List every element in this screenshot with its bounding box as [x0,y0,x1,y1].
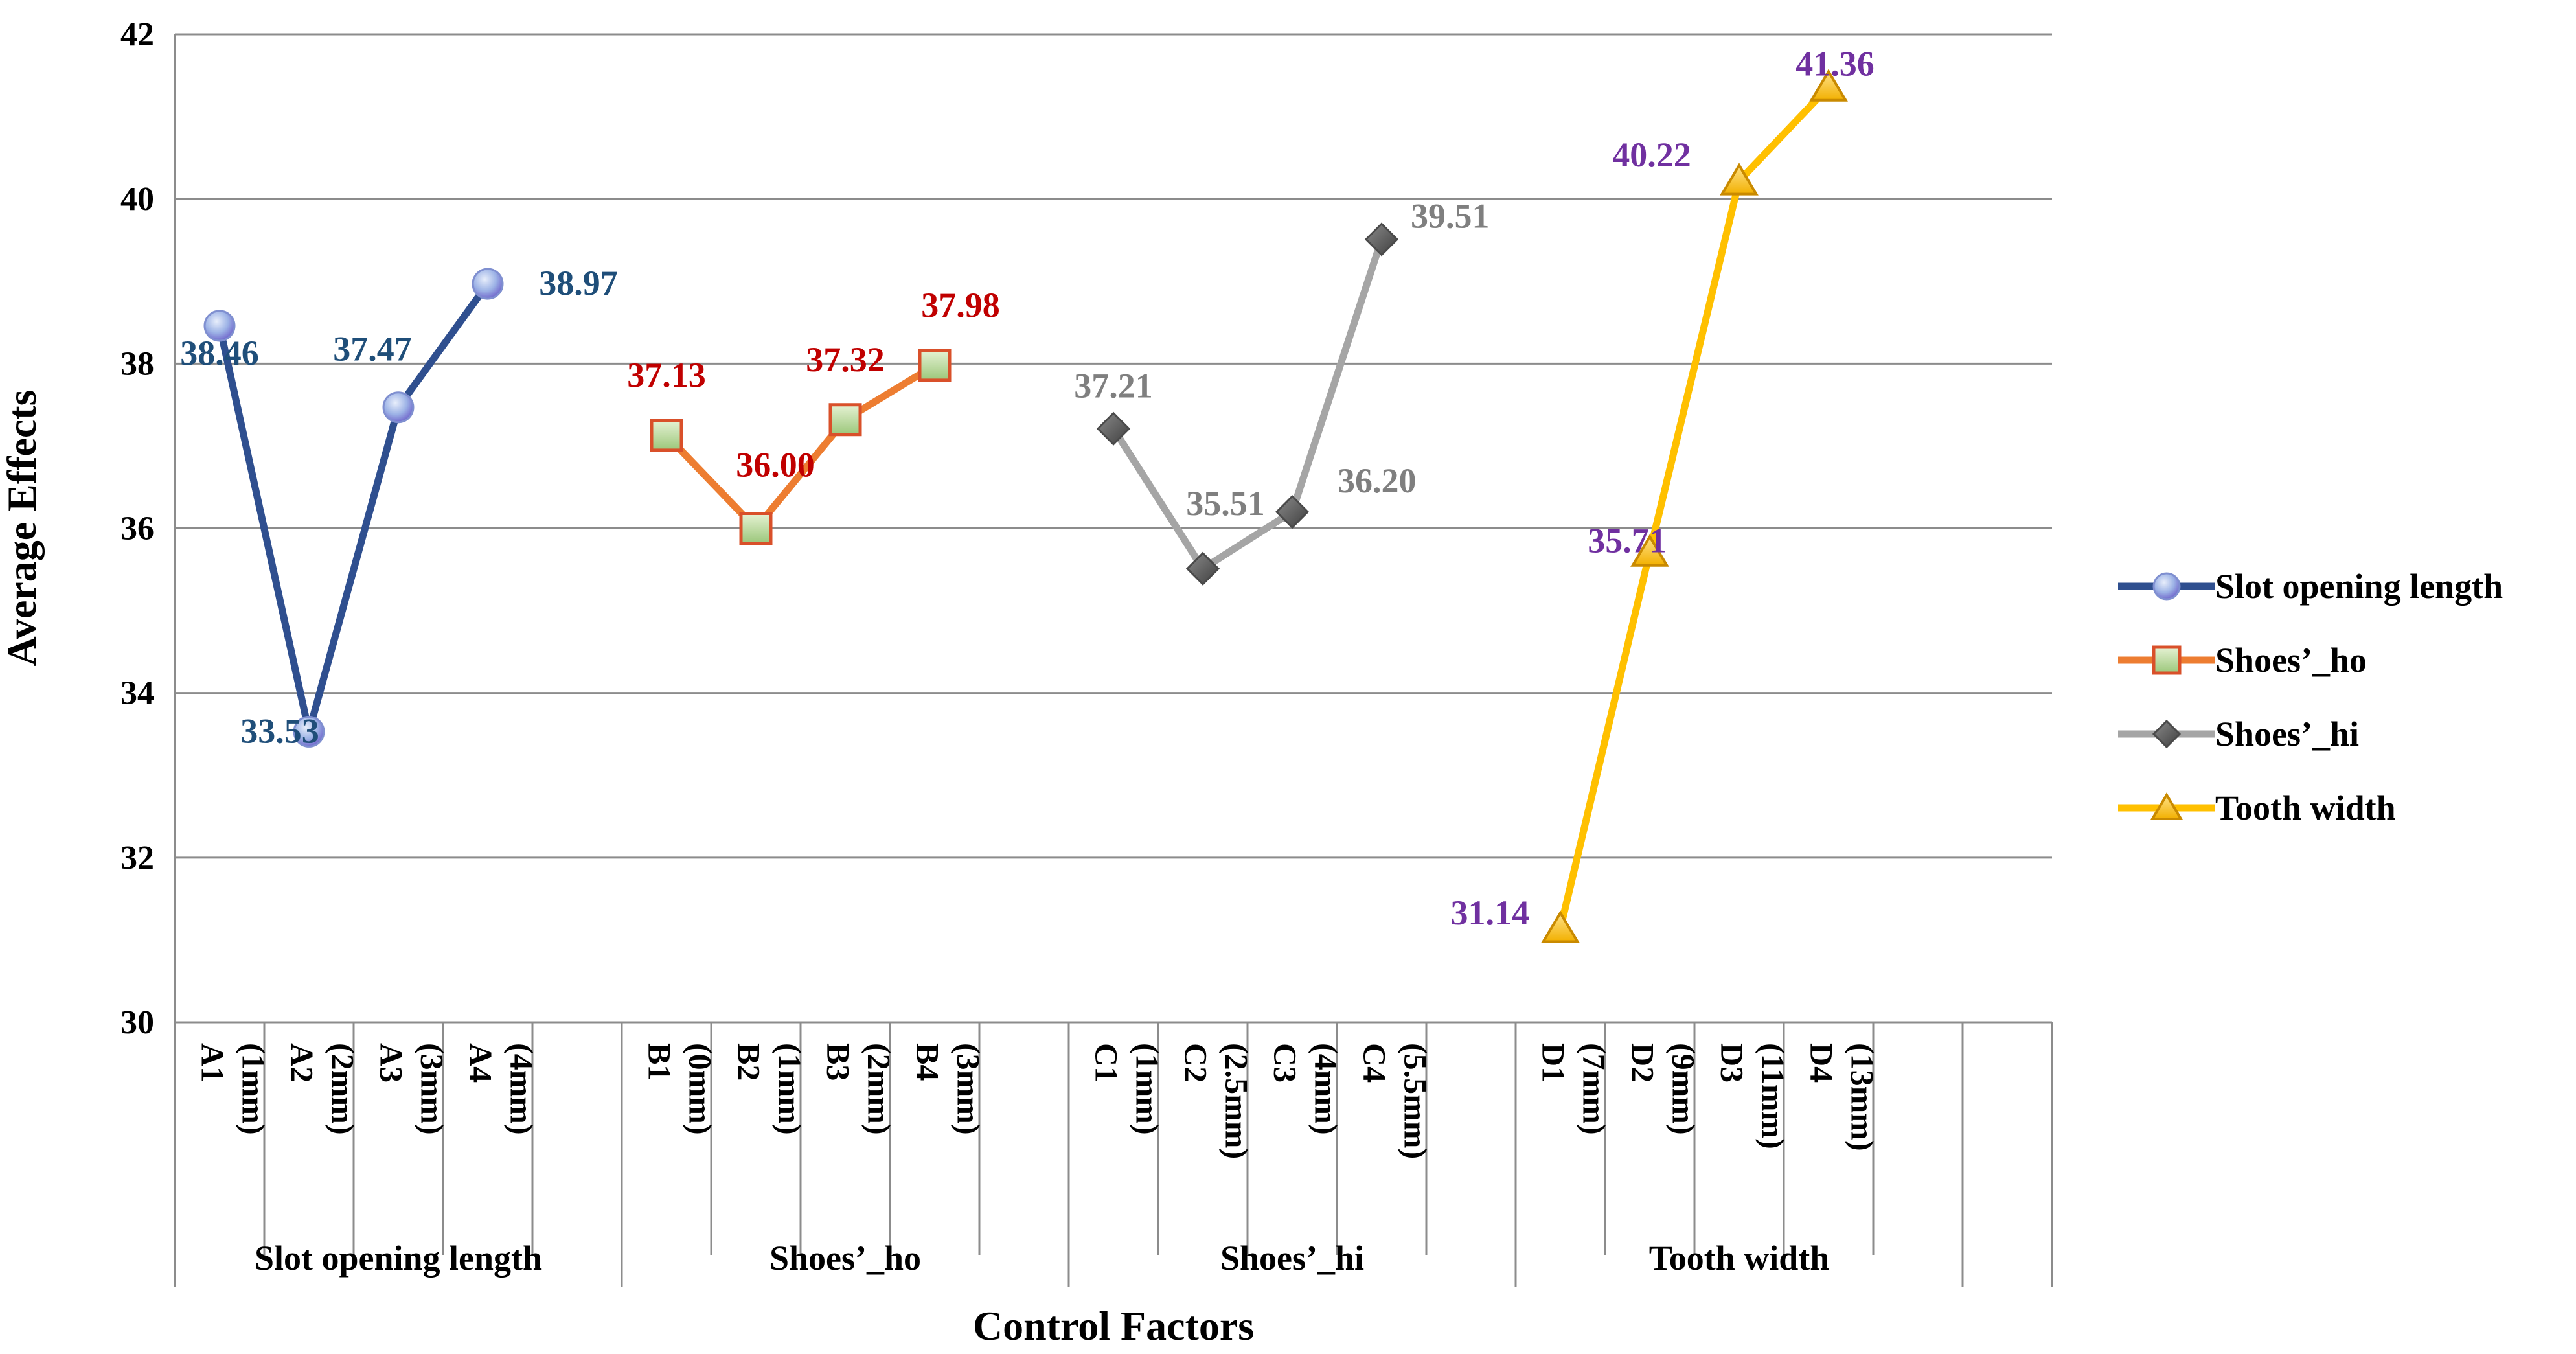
series-line-tooth-width [1556,84,1831,930]
data-label: 37.98 [921,286,1000,325]
legend-item-slot-opening-length: Slot opening length [2118,567,2503,606]
group-label-shoes-hi: Shoes’_hi [1220,1239,1364,1278]
x-tick-label: (4mm) [1308,1043,1345,1135]
x-tick-label: (1mm) [1130,1043,1166,1135]
data-point-shoes-ho [739,512,773,545]
series-layer [203,69,1848,943]
legend-label: Slot opening length [2215,567,2503,606]
x-tick-label: (13mm) [1845,1043,1881,1151]
x-tick-label: A3 [373,1043,409,1083]
data-label: 39.51 [1411,196,1490,235]
x-tick-label: (2mm) [861,1043,898,1135]
y-tick-label: 30 [120,1004,154,1041]
x-tick-label: (11mm) [1755,1043,1792,1149]
x-tick-label: B3 [820,1043,856,1081]
legend: Slot opening length Shoes’_ho Shoes’_hi Too… [2118,567,2503,827]
data-point-slot-opening-length [382,391,415,424]
x-tick-label: (3mm) [415,1043,451,1135]
x-tick-label: D1 [1535,1043,1571,1083]
series-line-shoes-ho [664,362,937,532]
data-point-slot-opening-length [203,310,236,342]
x-tick-label: (7mm) [1577,1043,1613,1135]
data-label: 37.32 [806,340,885,379]
data-point-tooth-width [1630,534,1669,567]
series-line-slot-opening-length [216,281,491,735]
data-labels: 38.46 33.53 37.47 38.97 37.13 36.00 37.32 37.98… [180,44,1875,932]
x-tick-label: B4 [909,1043,946,1081]
x-tick-label: D3 [1714,1043,1750,1083]
x-tick-label: (0mm) [683,1043,719,1135]
data-point-shoes-ho [918,349,952,382]
y-tick-label: 40 [120,181,154,218]
data-point-slot-opening-length [472,268,504,300]
data-label: 41.36 [1795,44,1875,83]
x-tick-label: (5.5mm) [1398,1043,1434,1159]
group-label-shoes-ho: Shoes’_ho [769,1239,921,1278]
legend-marker [2152,572,2181,601]
x-tick-label: C3 [1267,1043,1303,1083]
x-tick-label: (4mm) [504,1043,540,1135]
group-label-slot-opening-length: Slot opening length [255,1239,542,1278]
legend-label: Tooth width [2215,788,2396,827]
data-label: 38.97 [539,264,618,303]
x-tick-label: (1mm) [236,1043,272,1135]
x-tick-label: D4 [1803,1043,1840,1083]
group-label-tooth-width: Tooth width [1649,1239,1830,1278]
x-tick-label: (3mm) [951,1043,987,1135]
legend-label: Shoes’_hi [2215,715,2359,753]
data-label: 35.71 [1588,521,1667,560]
data-point-shoes-hi [1185,551,1220,586]
grid-lines [175,33,2052,1024]
legend-marker [2152,645,2182,675]
data-point-tooth-width [1720,163,1759,196]
y-tick-label: 32 [120,840,154,877]
x-tick-label: C4 [1356,1043,1393,1083]
series-line-shoes-hi [1110,238,1385,573]
x-tick-label: D2 [1624,1043,1661,1083]
x-axis-title: Control Factors [973,1303,1254,1349]
y-tick-label: 34 [120,675,154,712]
x-tick-label: (1mm) [772,1043,808,1135]
data-point-shoes-hi [1275,494,1310,529]
data-label: 31.14 [1451,893,1530,932]
data-point-shoes-hi [1364,222,1399,257]
x-tick-label: (9mm) [1666,1043,1702,1135]
data-point-slot-opening-length [293,715,325,748]
x-tick-label: A1 [194,1043,231,1083]
x-tick-label: A2 [284,1043,320,1083]
x-tick-label: C2 [1178,1043,1214,1083]
data-point-tooth-width [1541,910,1580,943]
y-tick-label: 36 [120,511,154,547]
x-tick-label: A4 [462,1043,499,1083]
legend-item-shoes-hi: Shoes’_hi [2118,715,2359,753]
y-axis-title: Average Effects [0,389,45,666]
x-tick-label: B1 [641,1043,678,1081]
x-tick-label: B2 [731,1043,767,1081]
data-point-shoes-ho [650,419,683,452]
data-label: 40.22 [1612,135,1691,174]
y-tick-label: 42 [120,16,154,53]
data-label: 36.00 [736,446,815,485]
data-point-shoes-ho [828,403,862,437]
data-label: 36.20 [1338,461,1417,500]
data-label: 37.21 [1074,367,1153,406]
legend-label: Shoes’_ho [2215,641,2367,680]
data-label: 38.46 [180,334,259,373]
legend-marker [2150,792,2183,820]
data-label: 37.47 [333,330,412,369]
data-label: 33.53 [240,711,319,750]
legend-item-shoes-ho: Shoes’_ho [2118,641,2367,680]
legend-marker [2152,719,2182,749]
data-label: 37.13 [627,356,706,395]
x-tick-label: (2mm) [325,1043,361,1135]
x-tick-label: (2.5mm) [1219,1043,1255,1159]
data-point-tooth-width [1809,69,1848,102]
data-label: 35.51 [1186,484,1265,523]
x-tick-label: C1 [1088,1043,1124,1083]
legend-item-tooth-width: Tooth width [2118,788,2396,827]
data-point-shoes-hi [1096,411,1131,446]
y-tick-label: 38 [120,345,154,382]
